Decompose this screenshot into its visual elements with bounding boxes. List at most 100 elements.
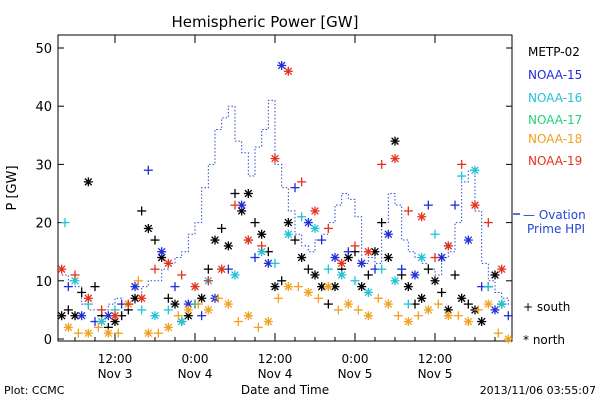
x-tick-time-label: 0:00 [342, 352, 369, 366]
data-point-noaa-18 [363, 311, 373, 321]
data-point-noaa-15 [383, 229, 393, 239]
data-point-noaa-19 [470, 200, 480, 210]
data-point-metp-02 [323, 299, 333, 309]
data-point-noaa-19 [163, 258, 173, 268]
data-point-noaa-16 [363, 287, 373, 297]
data-point-noaa-19 [417, 212, 427, 222]
x-tick-time-label: 12:00 [258, 352, 293, 366]
data-point-noaa-16 [97, 317, 107, 327]
data-point-metp-02 [210, 235, 220, 245]
data-point-metp-02 [437, 287, 447, 297]
y-tick-label: 30 [35, 158, 52, 173]
data-point-noaa-15 [197, 311, 207, 321]
data-point-metp-02 [477, 317, 487, 327]
data-point-noaa-15 [357, 258, 367, 268]
data-point-noaa-18 [83, 328, 93, 338]
x-tick-time-label: 0:00 [182, 352, 209, 366]
plot-credit: Plot: CCMC [4, 384, 65, 397]
data-point-noaa-18 [443, 311, 453, 321]
data-point-noaa-18 [113, 328, 123, 338]
data-point-noaa-19 [283, 66, 293, 76]
data-point-noaa-16 [310, 223, 320, 233]
data-point-noaa-18 [353, 305, 363, 315]
data-point-noaa-19 [123, 299, 133, 309]
ovation-step-line [58, 99, 512, 323]
data-point-noaa-19 [137, 293, 147, 303]
data-point-noaa-19 [190, 282, 200, 292]
y-tick-label: 40 [35, 100, 52, 115]
y-tick-label: 10 [35, 275, 52, 290]
data-point-noaa-15 [277, 60, 287, 70]
data-point-noaa-15 [343, 247, 353, 257]
plot-timestamp: 2013/11/06 03:55:07 [480, 384, 596, 397]
data-point-metp-02 [450, 270, 460, 280]
data-point-metp-02 [170, 299, 180, 309]
x-axis-label: Date and Time [241, 383, 329, 397]
legend: METP-02 NOAA-15 NOAA-16 NOAA-17 NOAA-18 … [523, 45, 586, 347]
data-point-noaa-15 [263, 258, 273, 268]
legend-series-noaa-17: NOAA-17 [528, 113, 582, 127]
data-point-noaa-15 [170, 282, 180, 292]
data-point-noaa-18 [283, 282, 293, 292]
data-point-noaa-18 [163, 322, 173, 332]
data-point-noaa-16 [230, 270, 240, 280]
y-tick-label: 0 [44, 333, 52, 348]
data-point-noaa-16 [350, 276, 360, 286]
data-point-noaa-18 [273, 293, 283, 303]
data-point-noaa-18 [343, 299, 353, 309]
data-point-noaa-16 [417, 253, 427, 263]
data-point-noaa-19 [310, 206, 320, 216]
data-point-noaa-19 [217, 264, 227, 274]
legend-south-marker: + south [523, 300, 570, 314]
data-point-metp-02 [217, 223, 227, 233]
y-axis-label: P [GW] [5, 165, 20, 210]
chart-title: Hemispheric Power [GW] [172, 13, 359, 31]
data-point-noaa-19 [230, 200, 240, 210]
data-point-noaa-19 [483, 218, 493, 228]
data-point-noaa-18 [103, 328, 113, 338]
data-point-noaa-15 [450, 200, 460, 210]
data-point-noaa-18 [373, 293, 383, 303]
data-point-metp-02 [63, 305, 73, 315]
x-tick-date-label: Nov 5 [418, 367, 453, 381]
plot-frame [57, 34, 513, 342]
data-point-metp-02 [143, 223, 153, 233]
data-point-noaa-19 [443, 241, 453, 251]
data-point-noaa-18 [313, 293, 323, 303]
data-point-metp-02 [463, 299, 473, 309]
data-point-noaa-18 [473, 305, 483, 315]
data-point-metp-02 [203, 264, 213, 274]
x-tick-date-label: Nov 4 [258, 367, 293, 381]
data-point-noaa-16 [377, 264, 387, 274]
data-point-noaa-18 [263, 317, 273, 327]
data-point-metp-02 [490, 270, 500, 280]
legend-ovation-line1: — Ovation [523, 208, 586, 222]
satellite-points [57, 60, 513, 344]
data-point-noaa-15 [130, 282, 140, 292]
data-point-noaa-19 [70, 270, 80, 280]
data-point-noaa-16 [163, 305, 173, 315]
data-point-noaa-18 [173, 311, 183, 321]
data-point-noaa-18 [413, 311, 423, 321]
data-point-metp-02 [230, 189, 240, 198]
legend-series-noaa-18: NOAA-18 [528, 132, 582, 146]
y-tick-label: 20 [35, 217, 52, 232]
data-point-noaa-15 [77, 311, 87, 321]
legend-series-noaa-15: NOAA-15 [528, 68, 582, 82]
data-point-noaa-18 [153, 328, 163, 338]
data-point-metp-02 [290, 235, 300, 245]
data-point-noaa-18 [133, 276, 143, 286]
data-point-metp-02 [137, 206, 147, 216]
data-point-metp-02 [163, 293, 173, 303]
data-point-noaa-19 [243, 235, 253, 245]
data-point-noaa-18 [333, 305, 343, 315]
data-point-noaa-18 [323, 282, 333, 292]
data-point-metp-02 [243, 189, 253, 198]
data-point-noaa-15 [250, 253, 260, 263]
data-point-noaa-19 [350, 241, 360, 251]
data-point-metp-02 [423, 264, 433, 274]
data-point-noaa-16 [177, 317, 187, 327]
data-point-noaa-19 [203, 276, 213, 286]
data-point-noaa-16 [297, 212, 307, 222]
data-point-metp-02 [310, 270, 320, 280]
